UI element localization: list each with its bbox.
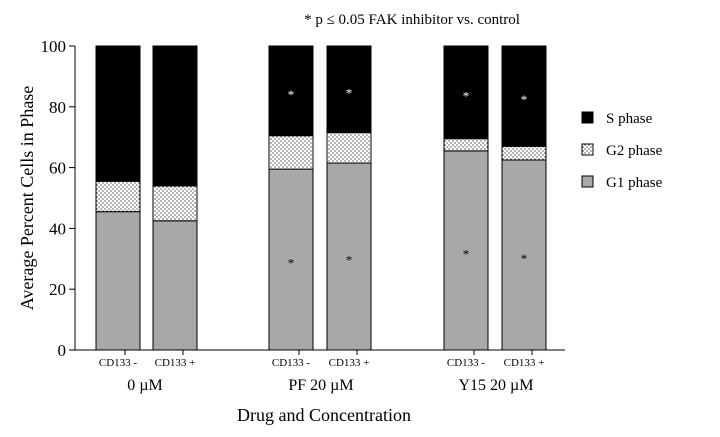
- bar-segment-g1-phase: [95, 211, 141, 351]
- legend-label: G1 phase: [606, 175, 663, 191]
- bar-segment-s-phase: [152, 45, 198, 187]
- significance-marker: *: [521, 251, 528, 266]
- significance-marker: *: [288, 87, 295, 102]
- significance-note: * p ≤ 0.05 FAK inhibitor vs. control: [304, 12, 520, 28]
- legend-swatch: [581, 175, 594, 188]
- bar-segment-g2-phase: [326, 132, 372, 164]
- bar-segment-g2-phase: [268, 135, 314, 170]
- group-label: 0 µM: [127, 377, 162, 394]
- significance-marker: *: [346, 253, 353, 268]
- significance-marker: *: [346, 85, 353, 100]
- bar-segment-s-phase: [326, 45, 372, 134]
- y-tick-label: 100: [41, 37, 67, 56]
- significance-marker: *: [463, 246, 470, 261]
- legend-label: G2 phase: [606, 143, 663, 159]
- y-axis-title: Average Percent Cells in Phase: [17, 86, 37, 311]
- x-axis-title: Drug and Concentration: [237, 405, 411, 425]
- legend-swatch: [581, 143, 594, 156]
- legend-label: S phase: [606, 111, 653, 127]
- category-label: CD133 +: [329, 357, 370, 369]
- bar-segment-g2-phase: [443, 138, 489, 152]
- group-label: Y15 20 µM: [459, 377, 534, 394]
- bar-segment-s-phase: [268, 45, 314, 137]
- y-tick-label: 20: [49, 280, 66, 299]
- y-tick-label: 0: [58, 341, 67, 360]
- legend-swatch: [581, 111, 594, 124]
- bar-segment-g1-phase: [268, 168, 314, 351]
- bar-segment-g2-phase: [152, 185, 198, 222]
- bar-segment-g2-phase: [501, 145, 547, 161]
- bar-segment-g1-phase: [326, 162, 372, 351]
- category-label: CD133 -: [447, 357, 486, 369]
- category-label: CD133 -: [272, 357, 311, 369]
- significance-marker: *: [521, 92, 528, 107]
- category-label: CD133 +: [155, 357, 196, 369]
- bar-segment-s-phase: [443, 45, 489, 140]
- bar-segment-s-phase: [95, 45, 141, 182]
- bar-segment-g1-phase: [152, 220, 198, 351]
- bar-segment-g2-phase: [95, 180, 141, 213]
- bar-segment-g1-phase: [501, 159, 547, 351]
- bar-segment-g1-phase: [443, 150, 489, 351]
- y-tick-label: 80: [49, 98, 66, 117]
- y-tick-label: 40: [49, 219, 66, 238]
- legend: S phase G2 phase G1 phase: [581, 111, 663, 191]
- category-label: CD133 -: [99, 357, 138, 369]
- category-label: CD133 +: [504, 357, 545, 369]
- significance-marker: *: [463, 88, 470, 103]
- group-label: PF 20 µM: [288, 377, 353, 394]
- significance-marker: *: [288, 256, 295, 271]
- y-tick-label: 60: [49, 159, 66, 178]
- plot-area: 0 20 40 60 80 100 CD133 - CD133 + * * CD133 - * * CD1…: [41, 37, 565, 394]
- bar-segment-s-phase: [501, 45, 547, 147]
